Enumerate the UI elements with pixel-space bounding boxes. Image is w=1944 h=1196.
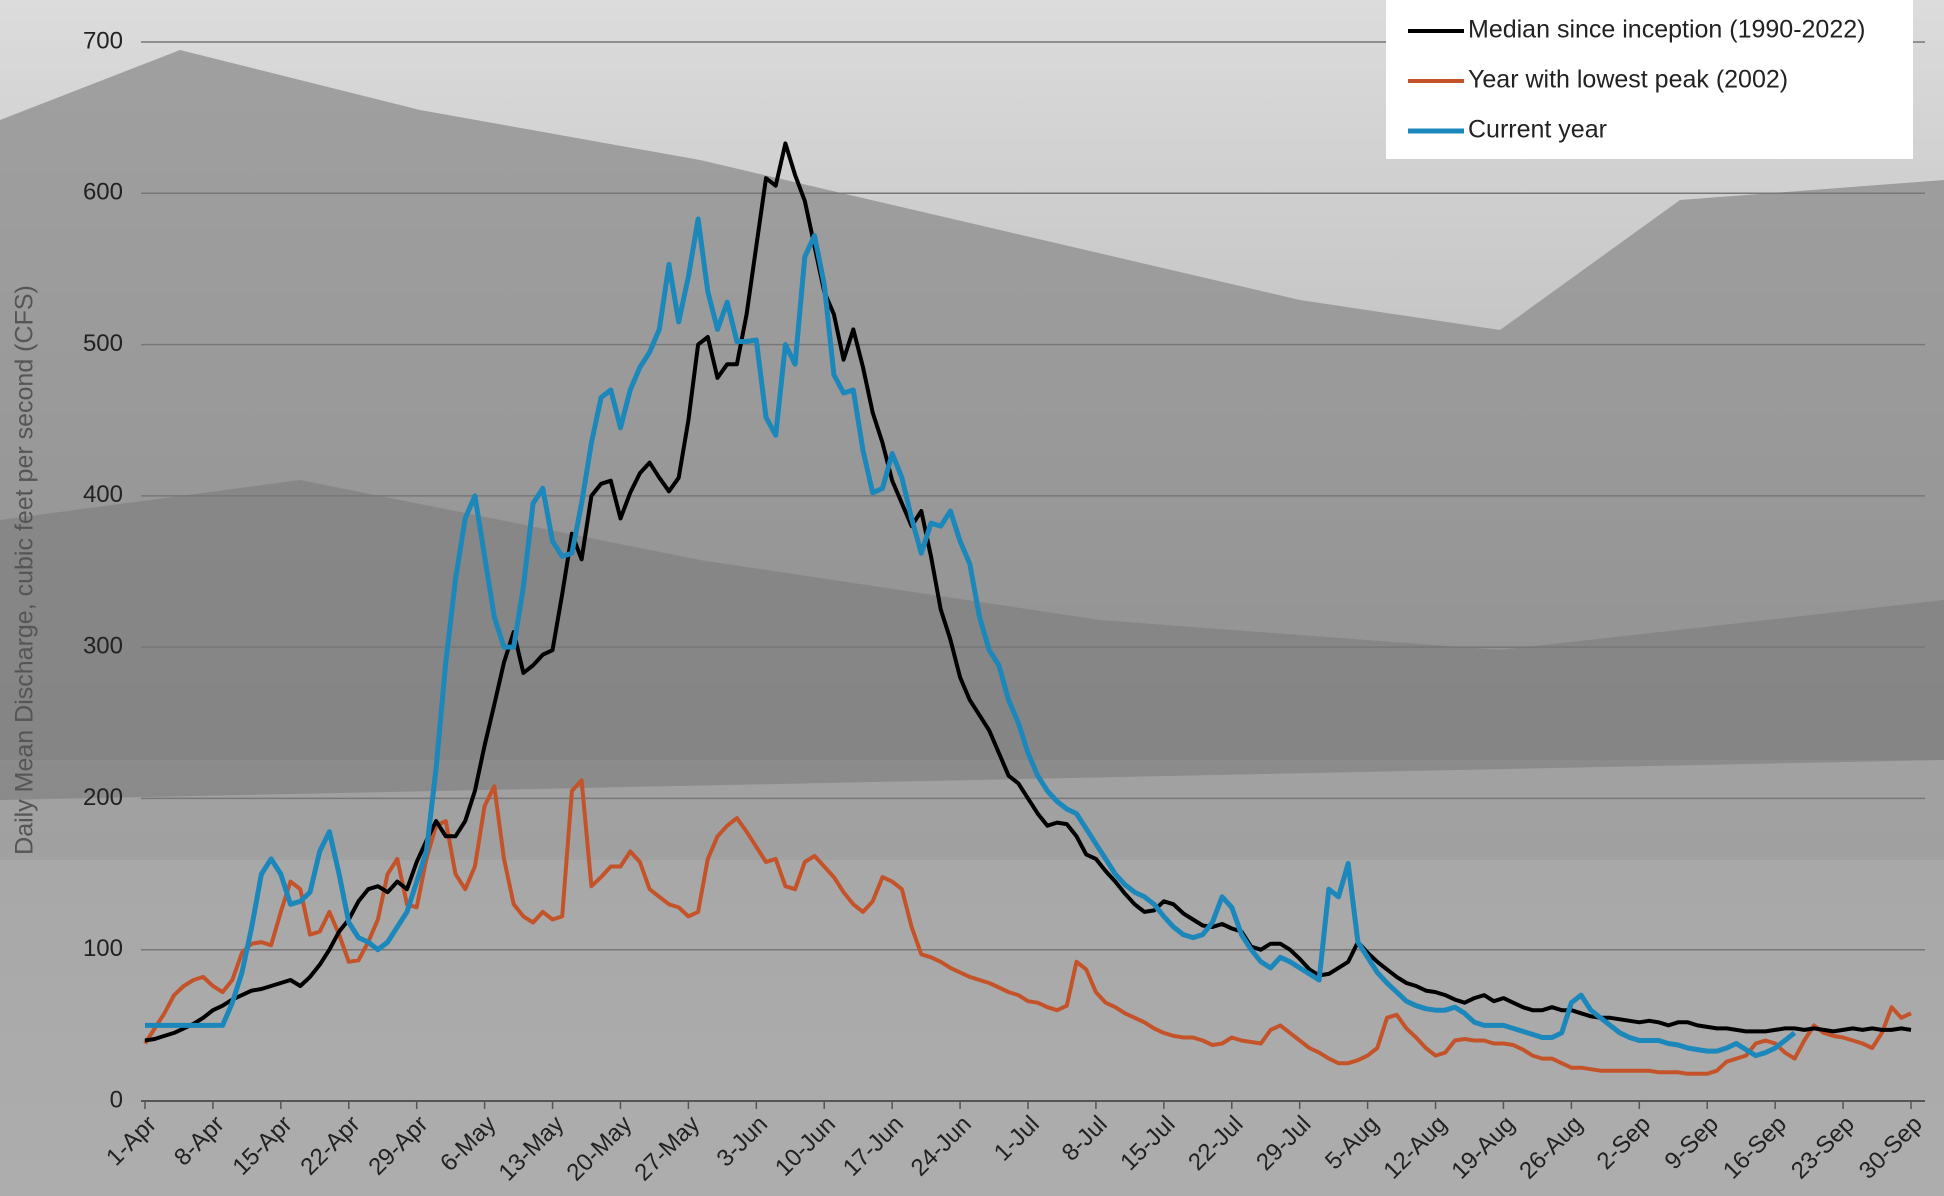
- y-tick-label: 700: [83, 27, 123, 54]
- y-axis-label: Daily Mean Discharge, cubic feet per sec…: [11, 285, 39, 855]
- legend: Median since inception (1990-2022) Year w…: [1386, 0, 1913, 159]
- legend-label: Year with lowest peak (2002): [1468, 66, 1788, 94]
- page: Daily Mean Discharge, cubic feet per sec…: [0, 0, 1944, 1196]
- y-tick-label: 400: [83, 481, 123, 508]
- y-tick-label: 100: [83, 935, 123, 962]
- y-tick-label: 0: [110, 1086, 123, 1113]
- legend-label: Median since inception (1990-2022): [1468, 16, 1865, 44]
- chart: Daily Mean Discharge, cubic feet per sec…: [0, 0, 1944, 1196]
- y-tick-label: 600: [83, 179, 123, 206]
- legend-label: Current year: [1468, 116, 1607, 144]
- y-tick-label: 300: [83, 632, 123, 659]
- y-tick-label: 200: [83, 784, 123, 811]
- y-tick-label: 500: [83, 330, 123, 357]
